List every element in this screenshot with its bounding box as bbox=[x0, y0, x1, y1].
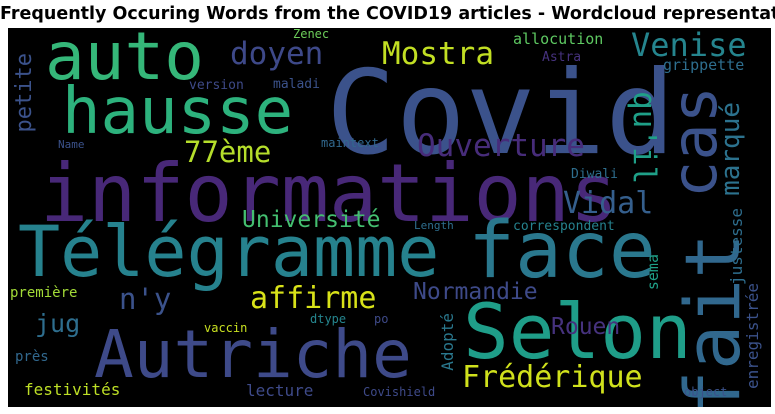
word-maladi: maladi bbox=[273, 77, 320, 92]
word-qu-il: qu'il bbox=[626, 91, 662, 185]
word-vidal: Vidal bbox=[563, 186, 654, 221]
word-astra: Astra bbox=[542, 50, 582, 65]
word-grippette: grippette bbox=[663, 56, 745, 74]
word-face: face bbox=[468, 206, 656, 296]
word-universite: Université bbox=[242, 207, 381, 233]
word-77eme: 77ème bbox=[184, 135, 272, 169]
word-justesse: justesse bbox=[727, 208, 746, 286]
word-length: Length bbox=[414, 219, 454, 232]
word-diwali: Diwali bbox=[571, 167, 618, 182]
word-normandie: Normandie bbox=[413, 279, 538, 305]
word-hausse: hausse bbox=[62, 75, 294, 149]
word-venise: Venise bbox=[631, 28, 747, 64]
word-mostra: Mostra bbox=[382, 36, 494, 72]
wordcloud-canvas: Covid informations Télégramme face fait … bbox=[8, 28, 771, 407]
word-frederique: Frédérique bbox=[462, 360, 643, 395]
word-rouen: Rouen bbox=[551, 314, 621, 340]
word-premiere: première bbox=[10, 285, 78, 301]
word-maintext: maintext bbox=[321, 136, 379, 150]
word-covishield: Covishield bbox=[363, 385, 436, 399]
word-object: object bbox=[684, 385, 728, 399]
word-po: po bbox=[374, 312, 389, 326]
word-adopte: Adopté bbox=[438, 313, 457, 371]
word-covid: Covid bbox=[326, 46, 676, 181]
word-pres: près bbox=[15, 349, 49, 365]
word-sema: sema bbox=[644, 254, 662, 291]
word-version: version bbox=[189, 78, 244, 93]
word-zenec: Zenec bbox=[293, 28, 330, 41]
word-jug: jug bbox=[35, 309, 81, 338]
word-marque: marqué bbox=[716, 102, 746, 196]
word-auto: auto bbox=[45, 28, 204, 95]
word-affirme: affirme bbox=[250, 281, 377, 316]
word-doyen: doyen bbox=[230, 36, 324, 72]
word-lecture: lecture bbox=[246, 381, 314, 400]
word-autriche: Autriche bbox=[94, 316, 412, 393]
word-enregistree: enregistrée bbox=[743, 283, 762, 389]
word-name: Name bbox=[58, 138, 85, 151]
word-petite: petite bbox=[12, 53, 37, 133]
word-vaccin: vaccin bbox=[204, 321, 248, 335]
word-dtype: dtype bbox=[310, 312, 347, 326]
word-ouverture: Ouverture bbox=[417, 128, 585, 164]
word-informations: informations bbox=[40, 147, 618, 240]
chart-title: Frequently Occuring Words from the COVID… bbox=[0, 4, 775, 24]
word-correspondent: correspondent bbox=[513, 219, 615, 234]
word-selon: Selon bbox=[463, 287, 692, 376]
word-allocution: allocution bbox=[513, 30, 604, 48]
word-n-y: n'y bbox=[119, 282, 172, 316]
word-festivites: festivités bbox=[24, 380, 121, 399]
word-telegramme: Télégramme bbox=[18, 211, 440, 293]
